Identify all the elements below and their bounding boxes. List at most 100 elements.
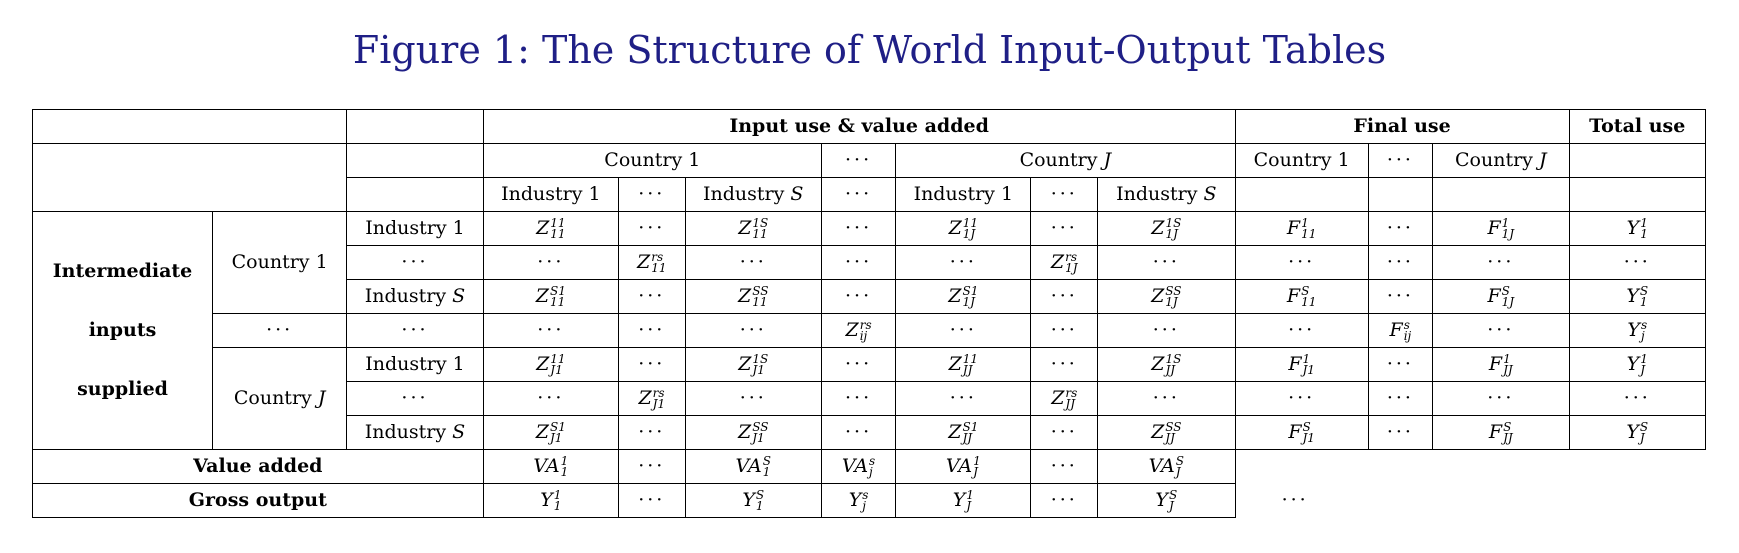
ellipsis-cell: ··· <box>684 313 822 348</box>
matrix-cell: VA S 1 <box>684 449 822 484</box>
row-cJ-ind1: Country J Industry 1 Z 11 J1 ··· Z 1S J1 ··· Z 11… <box>33 347 1707 450</box>
symbol-base: Z <box>535 284 549 307</box>
symbol-base: Z <box>1151 284 1165 307</box>
superscript: 1 <box>966 487 974 502</box>
symbol-base: VA <box>735 454 762 477</box>
superscript: rs <box>1065 249 1078 264</box>
subscript: 1J <box>1065 260 1078 275</box>
symbol-indices: 1 JJ <box>1503 351 1513 377</box>
symbol-base: F <box>1389 318 1403 341</box>
subscript: J1 <box>550 362 563 377</box>
ellipsis-cell: ··· <box>895 381 1032 416</box>
symbol-base: Y <box>1626 216 1640 239</box>
superscript: 11 <box>550 215 566 230</box>
subscript: ij <box>1403 328 1412 343</box>
subscript: J1 <box>752 362 765 377</box>
ellipsis-cell: ··· <box>617 415 686 450</box>
symbol-base: Y <box>540 488 553 511</box>
subscript: 1J <box>1501 226 1515 241</box>
matrix-cell: Z 1S 1J <box>1097 211 1236 246</box>
symbol-indices: s ij <box>1403 319 1412 343</box>
symbol-base: Z <box>948 420 962 443</box>
industry-S-row-label: Industry S <box>346 415 484 450</box>
subscript: JJ <box>1503 362 1513 377</box>
superscript: S <box>1301 283 1310 298</box>
symbol-base: Z <box>948 216 962 239</box>
superscript: 1 <box>1302 351 1311 366</box>
subscript: J <box>966 498 972 513</box>
subscript: 11 <box>550 226 566 241</box>
subscript: J1 <box>752 430 765 445</box>
ellipsis-cell: ··· <box>617 483 686 518</box>
symbol-indices: 1 11 <box>1301 217 1316 240</box>
industry-S-header: Industry S <box>1097 177 1236 212</box>
ellipsis-cell: ··· <box>1367 143 1434 178</box>
symbol-indices: S JJ <box>1503 421 1513 444</box>
symbol-base: Y <box>1627 318 1640 341</box>
superscript: 1 <box>1503 351 1511 366</box>
symbol-indices: S1 11 <box>550 285 566 308</box>
corner-cell <box>31 143 348 212</box>
matrix-cell: F 1 J1 <box>1234 347 1369 382</box>
symbol-base: Z <box>536 216 550 239</box>
subscript: J1 <box>550 430 563 445</box>
symbol-indices: 11 11 <box>550 215 566 241</box>
ellipsis-cell: ··· <box>346 381 484 416</box>
symbol-base: F <box>1487 216 1501 239</box>
row-cJ-indS: Industry S Z S1 J1 ··· Z SS J1 ··· Z S1 JJ ··· Z SS JJ… <box>33 415 1707 450</box>
empty-header-cell <box>346 143 484 178</box>
ellipsis-cell: ··· <box>684 381 822 416</box>
matrix-cell: Z SS J1 <box>684 415 822 450</box>
subscript: J1 <box>1302 362 1315 377</box>
subscript: 1 <box>1640 226 1648 241</box>
symbol-indices: 11 JJ <box>963 353 978 376</box>
symbol-indices: 11 1J <box>962 215 979 240</box>
ellipsis-cell: ··· <box>820 279 897 314</box>
symbol-indices: S 11 <box>1301 283 1316 308</box>
subscript: J <box>1639 430 1645 445</box>
ellipsis-cell: ··· <box>1234 313 1369 348</box>
header-row-1: Input use & value added Final use Total … <box>31 109 1707 144</box>
ellipsis-cell: ··· <box>1097 245 1236 280</box>
superscript: S <box>762 453 771 468</box>
matrix-cell: F 1 JJ <box>1432 347 1570 382</box>
symbol-base: Y <box>742 488 755 511</box>
symbol-indices: S J1 <box>1303 421 1315 444</box>
symbol-base: VA <box>1148 454 1175 477</box>
gross-output-label: Gross output <box>32 483 484 518</box>
superscript: 1 <box>1640 351 1648 366</box>
ellipsis-cell: ··· <box>1097 381 1236 416</box>
symbol-base: Z <box>536 352 550 375</box>
ellipsis-cell: ··· <box>1030 279 1099 314</box>
subscript: J <box>1168 498 1174 513</box>
subscript: 1 <box>1639 294 1648 309</box>
superscript: s <box>862 487 869 502</box>
symbol-base: Z <box>738 420 752 443</box>
symbol-base: Z <box>738 284 752 307</box>
matrix-cell: Z SS 11 <box>684 279 822 314</box>
symbol-base: Z <box>738 352 752 375</box>
symbol-indices: rs JJ <box>1065 387 1077 410</box>
empty-header-cell <box>346 109 484 144</box>
corner-cell <box>31 109 348 144</box>
blank-cell <box>1235 450 1705 484</box>
ellipsis-cell: ··· <box>1030 483 1099 518</box>
symbol-indices: SS JJ <box>1165 421 1181 445</box>
matrix-cell: Z SS 1J <box>1097 279 1236 314</box>
superscript: S1 <box>962 419 979 434</box>
subscript: JJ <box>1165 430 1175 445</box>
ellipsis-cell: ··· <box>1367 245 1434 280</box>
subscript: JJ <box>962 430 973 445</box>
superscript: SS <box>752 419 769 434</box>
superscript: 11 <box>962 215 979 230</box>
ellipsis-cell: ··· <box>617 449 686 484</box>
